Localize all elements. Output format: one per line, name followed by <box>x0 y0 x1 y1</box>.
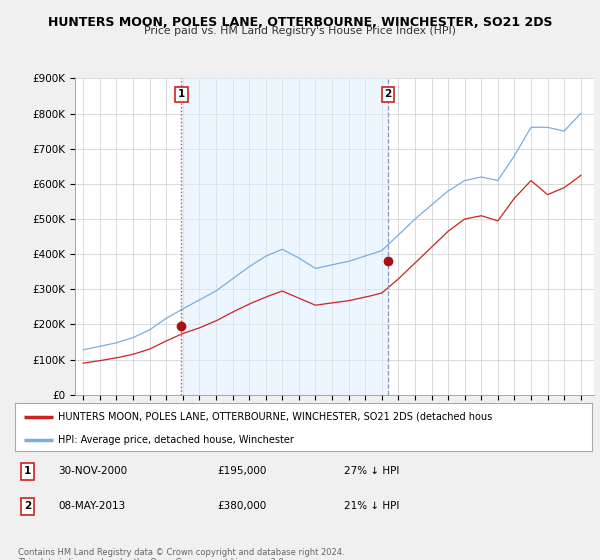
Text: 1: 1 <box>24 466 31 477</box>
Text: 21% ↓ HPI: 21% ↓ HPI <box>344 501 400 511</box>
Text: HUNTERS MOON, POLES LANE, OTTERBOURNE, WINCHESTER, SO21 2DS: HUNTERS MOON, POLES LANE, OTTERBOURNE, W… <box>48 16 552 29</box>
Text: £195,000: £195,000 <box>217 466 266 477</box>
Text: 2: 2 <box>24 501 31 511</box>
Text: Contains HM Land Registry data © Crown copyright and database right 2024.
This d: Contains HM Land Registry data © Crown c… <box>18 548 344 560</box>
Text: HUNTERS MOON, POLES LANE, OTTERBOURNE, WINCHESTER, SO21 2DS (detached hous: HUNTERS MOON, POLES LANE, OTTERBOURNE, W… <box>58 412 493 422</box>
Text: 08-MAY-2013: 08-MAY-2013 <box>58 501 125 511</box>
Text: 2: 2 <box>385 90 392 100</box>
Text: £380,000: £380,000 <box>217 501 266 511</box>
Text: Price paid vs. HM Land Registry's House Price Index (HPI): Price paid vs. HM Land Registry's House … <box>144 26 456 36</box>
Text: 1: 1 <box>178 90 185 100</box>
Text: HPI: Average price, detached house, Winchester: HPI: Average price, detached house, Winc… <box>58 435 294 445</box>
Text: 27% ↓ HPI: 27% ↓ HPI <box>344 466 400 477</box>
Bar <box>181 78 388 395</box>
Text: 30-NOV-2000: 30-NOV-2000 <box>58 466 127 477</box>
